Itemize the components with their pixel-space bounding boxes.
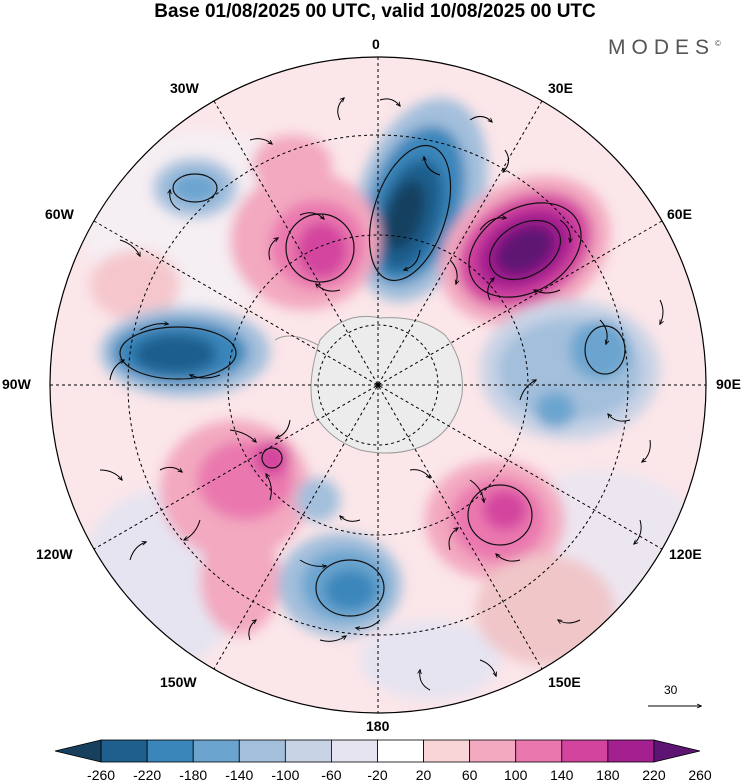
colorbar-segment: [469, 739, 517, 763]
colorbar-tick-label: 140: [550, 767, 574, 783]
colorbar-segment: [100, 739, 148, 763]
colorbar-segment: [284, 739, 332, 763]
lon-label-30w: 30W: [170, 80, 199, 96]
colorbar-segment: [653, 739, 701, 763]
lon-label-0: 0: [372, 36, 380, 52]
colorbar-tick-label: 260: [688, 767, 712, 783]
lon-label-150w: 150W: [160, 674, 197, 690]
lon-label-90e: 90E: [716, 376, 741, 392]
lon-label-180: 180: [366, 718, 390, 734]
colorbar-tick-label: 20: [415, 767, 432, 783]
colorbar-segment: [423, 739, 471, 763]
colorbar-segment: [331, 739, 378, 763]
anomaly-field: [50, 57, 706, 713]
lon-label-60e: 60E: [667, 206, 692, 222]
lon-label-150e: 150E: [548, 674, 581, 690]
colorbar-segment: [192, 739, 240, 763]
brand-name: MODES: [608, 36, 716, 59]
colorbar-segment: [515, 739, 563, 763]
lon-label-120e: 120E: [669, 546, 702, 562]
colorbar-tick-label: -220: [133, 767, 162, 783]
lon-label-120w: 120W: [36, 546, 73, 562]
colorbar-segment: [238, 739, 286, 763]
map-title: Base 01/08/2025 00 UTC, valid 10/08/2025…: [154, 1, 596, 22]
colorbar-tick-label: -260: [87, 767, 116, 783]
map-boundary: [49, 56, 707, 714]
colorbar-tick-label: -100: [271, 767, 300, 783]
colorbar-segment: [561, 739, 609, 763]
colorbar-segment: [146, 739, 194, 763]
colorbar-tick-label: 100: [504, 767, 528, 783]
modes-logo: MODES©: [608, 36, 721, 60]
colorbar: [54, 739, 701, 763]
colorbar-tick-label: 220: [642, 767, 666, 783]
lon-label-30e: 30E: [548, 80, 573, 96]
lon-label-60w: 60W: [45, 206, 74, 222]
colorbar-tick-label: -20: [367, 767, 388, 783]
south-pole-marker: [375, 382, 381, 388]
colorbar-tick-label: -60: [321, 767, 342, 783]
reference-vector-label: 30: [664, 683, 678, 697]
colorbar-segment: [377, 739, 424, 763]
colorbar-segment: [607, 739, 655, 763]
colorbar-tick-label: 180: [596, 767, 620, 783]
colorbar-tick-label: -180: [179, 767, 208, 783]
colorbar-tick-label: 60: [461, 767, 478, 783]
lon-label-90w: 90W: [2, 376, 31, 392]
colorbar-segment: [54, 739, 102, 763]
colorbar-tick-label: -140: [225, 767, 254, 783]
brand-mark: ©: [715, 39, 721, 48]
